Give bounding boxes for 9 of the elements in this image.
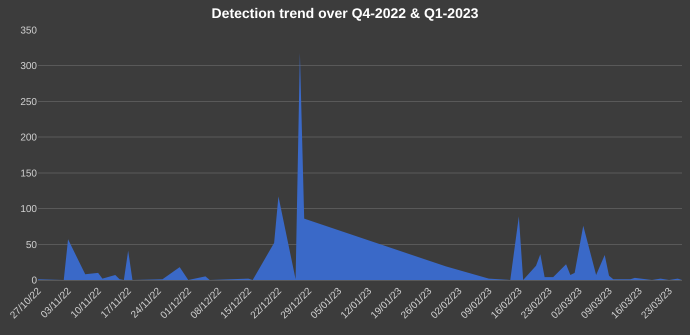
chart-title: Detection trend over Q4-2022 & Q1-2023: [212, 5, 479, 22]
y-tick-label: 100: [20, 204, 38, 216]
y-tick-label: 350: [20, 26, 38, 36]
y-tick-label: 250: [20, 96, 38, 108]
y-tick-label: 200: [20, 132, 38, 144]
y-tick-label: 50: [26, 240, 38, 251]
y-tick-label: 150: [20, 168, 38, 180]
y-tick-label: 0: [31, 276, 38, 286]
y-tick-label: 300: [20, 61, 38, 72]
